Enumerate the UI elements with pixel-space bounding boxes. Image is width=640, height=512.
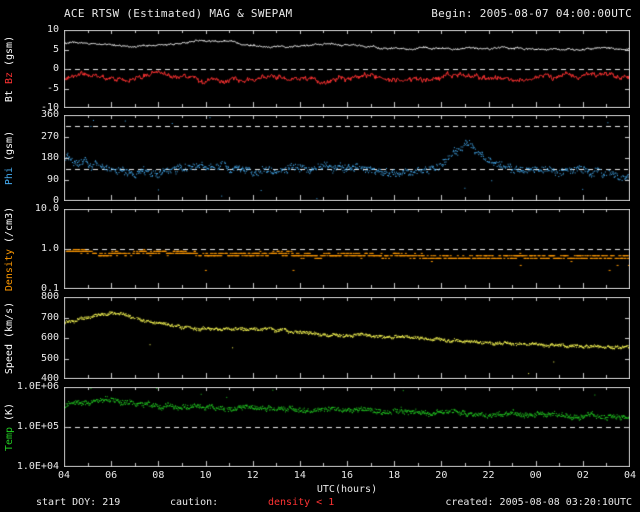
status-bar: start DOY: 219 caution: density < 1 crea…	[0, 497, 640, 511]
mag-axis-label: Bt Bz (gsm)	[0, 20, 16, 118]
x-tick-label: 14	[288, 470, 312, 481]
x-tick-label: 18	[382, 470, 406, 481]
x-axis-title: UTC(hours)	[297, 484, 397, 495]
caution-label: caution:	[170, 497, 218, 508]
density-axis-label: Density (/cm3)	[0, 199, 16, 299]
temp-axis-label: Temp (K)	[0, 377, 16, 477]
x-tick-label: 04	[618, 470, 640, 481]
begin-timestamp: Begin: 2005-08-07 04:00:00UTC	[431, 7, 632, 20]
svg-text:Temp (K): Temp (K)	[4, 403, 15, 451]
svg-text:Density (/cm3): Density (/cm3)	[4, 207, 15, 291]
x-tick-label: 20	[429, 470, 453, 481]
mag-plot-canvas	[64, 30, 630, 108]
x-tick-label: 22	[477, 470, 501, 481]
density-plot-canvas	[64, 209, 630, 289]
x-tick-label: 02	[571, 470, 595, 481]
x-tick-label: 08	[146, 470, 170, 481]
x-tick-label: 00	[524, 470, 548, 481]
x-tick-label: 10	[194, 470, 218, 481]
created-timestamp: created: 2005-08-08 03:20:10UTC	[445, 497, 632, 508]
speed-axis-label: Speed (km/s)	[0, 287, 16, 389]
temp-plot-canvas	[64, 387, 630, 467]
caution-value: density < 1	[268, 497, 334, 508]
svg-text:Bt Bz (gsm): Bt Bz (gsm)	[4, 36, 15, 102]
plot-title: ACE RTSW (Estimated) MAG & SWEPAM	[64, 7, 292, 20]
x-tick-label: 12	[241, 470, 265, 481]
speed-plot-canvas	[64, 297, 630, 379]
start-doy-label: start DOY: 219	[36, 497, 120, 508]
x-tick-label: 16	[335, 470, 359, 481]
x-tick-label: 06	[99, 470, 123, 481]
phi-axis-label: Phi (gsm)	[0, 105, 16, 211]
ace-rtsw-plot: ACE RTSW (Estimated) MAG & SWEPAM Begin:…	[0, 0, 640, 512]
x-tick-label: 04	[52, 470, 76, 481]
svg-text:Phi (gsm): Phi (gsm)	[4, 131, 15, 185]
svg-text:Speed (km/s): Speed (km/s)	[4, 302, 15, 374]
phi-plot-canvas	[64, 115, 630, 201]
